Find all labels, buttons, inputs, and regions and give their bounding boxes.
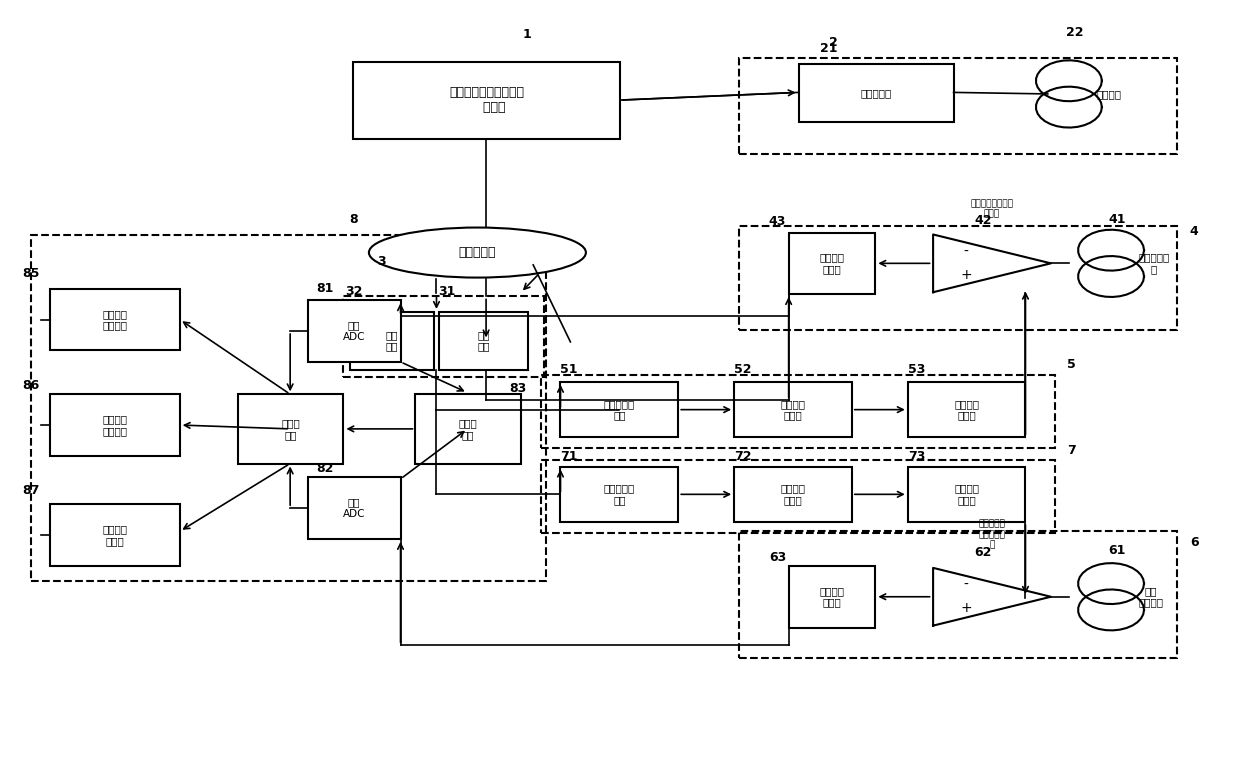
Text: 发射天线: 发射天线: [1096, 89, 1121, 99]
Text: 距离向成
像处理器: 距离向成 像处理器: [102, 414, 128, 436]
Text: 61: 61: [1109, 544, 1126, 557]
Text: 3: 3: [378, 256, 386, 268]
FancyBboxPatch shape: [560, 467, 678, 522]
Text: 第二可变
衰减器: 第二可变 衰减器: [954, 484, 980, 505]
Text: 第一
ADC: 第一 ADC: [342, 320, 366, 342]
Text: 2: 2: [828, 36, 838, 49]
Text: 62: 62: [975, 547, 992, 559]
Text: 第一放大
滤波器: 第一放大 滤波器: [820, 253, 844, 274]
Polygon shape: [934, 568, 1052, 626]
Text: 方位向成
像处理器: 方位向成 像处理器: [102, 309, 128, 330]
FancyBboxPatch shape: [415, 394, 521, 464]
FancyBboxPatch shape: [50, 394, 180, 456]
Text: 第一函数发
生器: 第一函数发 生器: [604, 399, 635, 420]
Text: 第一可变
衰减器: 第一可变 衰减器: [954, 399, 980, 420]
Text: 73: 73: [908, 450, 925, 463]
FancyBboxPatch shape: [439, 312, 528, 370]
Text: 相关处
理器: 相关处 理器: [281, 418, 300, 440]
Text: 第二可变
延时器: 第二可变 延时器: [780, 484, 806, 505]
Text: 第二
ADC: 第二 ADC: [342, 497, 366, 519]
Text: 第二放大
滤波器: 第二放大 滤波器: [820, 586, 844, 608]
Text: 1: 1: [522, 28, 532, 41]
Text: 52: 52: [734, 363, 751, 376]
Ellipse shape: [370, 228, 587, 278]
Text: 第一可变
延时器: 第一可变 延时器: [780, 399, 806, 420]
Text: 63: 63: [769, 551, 786, 564]
Text: +: +: [960, 601, 972, 615]
Text: 21: 21: [820, 42, 837, 55]
Text: 51: 51: [560, 363, 578, 376]
FancyBboxPatch shape: [734, 382, 852, 437]
Text: 31: 31: [438, 285, 455, 297]
Text: 层析成像
处理器: 层析成像 处理器: [102, 524, 128, 546]
Polygon shape: [934, 235, 1052, 293]
FancyBboxPatch shape: [50, 504, 180, 566]
Text: 8: 8: [350, 213, 357, 226]
Text: 43: 43: [769, 216, 786, 228]
FancyBboxPatch shape: [238, 394, 343, 464]
Text: 第二函数发
生器: 第二函数发 生器: [604, 484, 635, 505]
Text: 41: 41: [1109, 213, 1126, 226]
FancyBboxPatch shape: [560, 382, 678, 437]
FancyBboxPatch shape: [799, 64, 954, 122]
Text: 第二可变增
益差分放大
器: 第二可变增 益差分放大 器: [978, 520, 1006, 550]
Text: 第一可变增益差分
放大器: 第一可变增益差分 放大器: [971, 199, 1013, 219]
Text: 83: 83: [510, 383, 527, 395]
Text: 86: 86: [22, 379, 40, 391]
FancyBboxPatch shape: [308, 300, 401, 362]
Text: 82: 82: [316, 462, 334, 474]
Text: 22: 22: [1066, 26, 1084, 38]
Text: 71: 71: [560, 450, 578, 463]
Text: 杂波对
消器: 杂波对 消器: [459, 418, 477, 440]
FancyBboxPatch shape: [50, 289, 180, 350]
Text: 87: 87: [22, 484, 40, 497]
FancyBboxPatch shape: [308, 477, 401, 539]
FancyBboxPatch shape: [908, 382, 1025, 437]
Text: 72: 72: [734, 450, 751, 463]
Text: 射频发射器: 射频发射器: [861, 88, 892, 98]
Text: 7: 7: [1066, 444, 1076, 457]
Text: 第二
接收天线: 第二 接收天线: [1138, 586, 1163, 608]
FancyBboxPatch shape: [734, 467, 852, 522]
Text: 第一接收天
线: 第一接收天 线: [1138, 253, 1169, 274]
Text: +: +: [960, 268, 972, 282]
FancyBboxPatch shape: [789, 233, 875, 294]
FancyBboxPatch shape: [353, 62, 620, 139]
Text: 53: 53: [908, 363, 925, 376]
Text: 第一
开关: 第一 开关: [477, 330, 490, 352]
Text: 无限状态机有序云信号
    产生器: 无限状态机有序云信号 产生器: [449, 86, 525, 114]
FancyBboxPatch shape: [789, 566, 875, 628]
Text: 4: 4: [1189, 225, 1199, 237]
Text: -: -: [963, 578, 968, 592]
Text: 85: 85: [22, 267, 40, 280]
Text: 5: 5: [1066, 358, 1076, 370]
Text: 81: 81: [316, 283, 334, 295]
Text: 信号耦合器: 信号耦合器: [459, 246, 496, 259]
Text: 第二
开关: 第二 开关: [386, 330, 398, 352]
Text: 6: 6: [1190, 537, 1198, 549]
Text: -: -: [963, 245, 968, 259]
FancyBboxPatch shape: [350, 312, 434, 370]
Text: 32: 32: [345, 285, 362, 297]
FancyBboxPatch shape: [908, 467, 1025, 522]
Text: 42: 42: [975, 214, 992, 226]
